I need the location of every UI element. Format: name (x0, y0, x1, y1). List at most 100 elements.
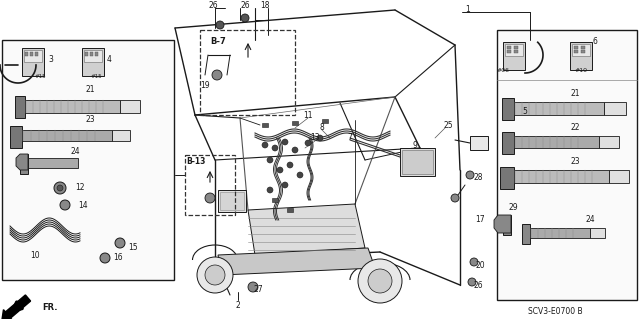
Text: 15: 15 (128, 242, 138, 251)
Bar (609, 170, 629, 183)
Bar (84, 50, 102, 62)
Circle shape (216, 21, 224, 29)
Bar (514, 46, 518, 49)
Circle shape (368, 269, 392, 293)
Text: 11: 11 (303, 110, 313, 120)
Bar (503, 42, 525, 70)
Bar (322, 119, 328, 123)
Circle shape (115, 238, 125, 248)
Bar (10, 126, 22, 148)
Bar (28, 158, 78, 168)
Text: 17: 17 (475, 216, 485, 225)
Text: 10: 10 (30, 250, 40, 259)
Bar (200, 30, 295, 115)
Bar (25, 100, 120, 113)
Circle shape (100, 253, 110, 263)
Circle shape (212, 70, 222, 80)
Bar (120, 100, 140, 113)
Circle shape (282, 139, 288, 145)
Text: 21: 21 (85, 85, 95, 94)
Text: 19: 19 (200, 80, 210, 90)
Bar (514, 102, 604, 115)
Text: 26: 26 (473, 280, 483, 290)
Text: 8: 8 (319, 122, 324, 131)
Circle shape (267, 157, 273, 163)
Polygon shape (16, 154, 28, 170)
Circle shape (272, 145, 278, 151)
Text: 18: 18 (260, 1, 269, 10)
Bar (502, 132, 514, 154)
Bar (570, 42, 592, 70)
Text: 29: 29 (508, 204, 518, 212)
Bar (400, 148, 435, 176)
Bar (22, 130, 112, 141)
Circle shape (248, 282, 258, 292)
Circle shape (197, 257, 233, 293)
Bar (218, 190, 246, 212)
Bar (15, 96, 25, 118)
Bar (272, 198, 278, 202)
Circle shape (287, 162, 293, 168)
Bar (112, 130, 130, 141)
Circle shape (451, 194, 459, 202)
Text: SCV3-E0700 B: SCV3-E0700 B (528, 308, 582, 316)
Circle shape (205, 265, 225, 285)
Polygon shape (218, 248, 375, 275)
Text: 2: 2 (236, 300, 241, 309)
Circle shape (466, 171, 474, 179)
Circle shape (205, 193, 215, 203)
Text: 16: 16 (113, 254, 123, 263)
Text: 14: 14 (78, 201, 88, 210)
Bar (287, 208, 293, 212)
Bar (574, 50, 578, 53)
Text: 26: 26 (208, 1, 218, 10)
Text: B-13: B-13 (186, 158, 205, 167)
Bar (292, 121, 298, 125)
Circle shape (358, 259, 402, 303)
Circle shape (241, 14, 249, 22)
Text: 24: 24 (70, 147, 80, 157)
Circle shape (305, 140, 311, 146)
Bar (85, 52, 88, 56)
FancyArrow shape (2, 295, 31, 319)
Bar (507, 50, 511, 53)
Text: 28: 28 (473, 174, 483, 182)
Text: B-7: B-7 (210, 38, 226, 47)
Text: 23: 23 (570, 158, 580, 167)
Circle shape (470, 258, 478, 266)
Text: FR.: FR. (42, 303, 58, 313)
Bar (2, 40, 174, 280)
Text: 9: 9 (413, 140, 417, 150)
Bar (497, 30, 637, 300)
Circle shape (54, 182, 66, 194)
Bar (402, 150, 433, 174)
Text: 22: 22 (570, 122, 580, 131)
Bar (530, 228, 590, 238)
Circle shape (267, 187, 273, 193)
Circle shape (277, 167, 283, 173)
Text: #06: #06 (497, 68, 509, 72)
Polygon shape (248, 204, 365, 255)
Bar (590, 228, 605, 238)
Bar (90, 52, 93, 56)
Text: 1: 1 (466, 4, 470, 13)
Text: 6: 6 (593, 38, 597, 47)
Bar (514, 170, 609, 183)
Bar (503, 215, 511, 235)
Text: 4: 4 (107, 56, 111, 64)
Text: 7: 7 (348, 133, 353, 143)
Bar (574, 46, 578, 49)
Text: 21: 21 (570, 88, 580, 98)
Text: 23: 23 (85, 115, 95, 124)
Text: 5: 5 (523, 108, 527, 116)
Text: 20: 20 (475, 261, 485, 270)
Bar (502, 98, 514, 120)
Bar (185, 155, 235, 215)
Polygon shape (494, 215, 511, 233)
Bar (82, 48, 104, 76)
Bar (25, 52, 28, 56)
Bar (505, 44, 523, 56)
Text: #10: #10 (575, 68, 588, 72)
Bar (604, 102, 626, 115)
Text: 12: 12 (75, 183, 84, 192)
